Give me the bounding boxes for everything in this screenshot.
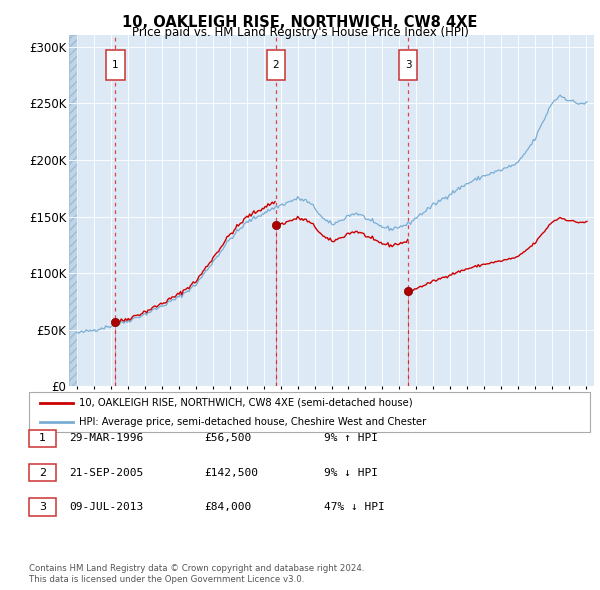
Text: 21-SEP-2005: 21-SEP-2005: [69, 468, 143, 477]
Text: HPI: Average price, semi-detached house, Cheshire West and Chester: HPI: Average price, semi-detached house,…: [79, 417, 426, 427]
Text: £84,000: £84,000: [204, 502, 251, 512]
Text: 10, OAKLEIGH RISE, NORTHWICH, CW8 4XE (semi-detached house): 10, OAKLEIGH RISE, NORTHWICH, CW8 4XE (s…: [79, 398, 412, 408]
Text: Price paid vs. HM Land Registry's House Price Index (HPI): Price paid vs. HM Land Registry's House …: [131, 26, 469, 39]
Text: 47% ↓ HPI: 47% ↓ HPI: [324, 502, 385, 512]
Text: £56,500: £56,500: [204, 434, 251, 443]
Text: 9% ↓ HPI: 9% ↓ HPI: [324, 468, 378, 477]
Text: This data is licensed under the Open Government Licence v3.0.: This data is licensed under the Open Gov…: [29, 575, 304, 584]
Text: 1: 1: [112, 60, 119, 70]
Text: 29-MAR-1996: 29-MAR-1996: [69, 434, 143, 443]
Text: Contains HM Land Registry data © Crown copyright and database right 2024.: Contains HM Land Registry data © Crown c…: [29, 565, 364, 573]
Text: 3: 3: [405, 60, 412, 70]
FancyBboxPatch shape: [106, 50, 125, 80]
FancyBboxPatch shape: [266, 50, 285, 80]
Text: 10, OAKLEIGH RISE, NORTHWICH, CW8 4XE: 10, OAKLEIGH RISE, NORTHWICH, CW8 4XE: [122, 15, 478, 30]
Text: 1: 1: [39, 434, 46, 443]
Bar: [69, 35, 77, 386]
Text: 3: 3: [39, 502, 46, 512]
FancyBboxPatch shape: [399, 50, 418, 80]
Text: 2: 2: [272, 60, 279, 70]
Text: 9% ↑ HPI: 9% ↑ HPI: [324, 434, 378, 443]
Text: 09-JUL-2013: 09-JUL-2013: [69, 502, 143, 512]
Text: £142,500: £142,500: [204, 468, 258, 477]
Text: 2: 2: [39, 468, 46, 477]
Bar: [69, 35, 77, 386]
